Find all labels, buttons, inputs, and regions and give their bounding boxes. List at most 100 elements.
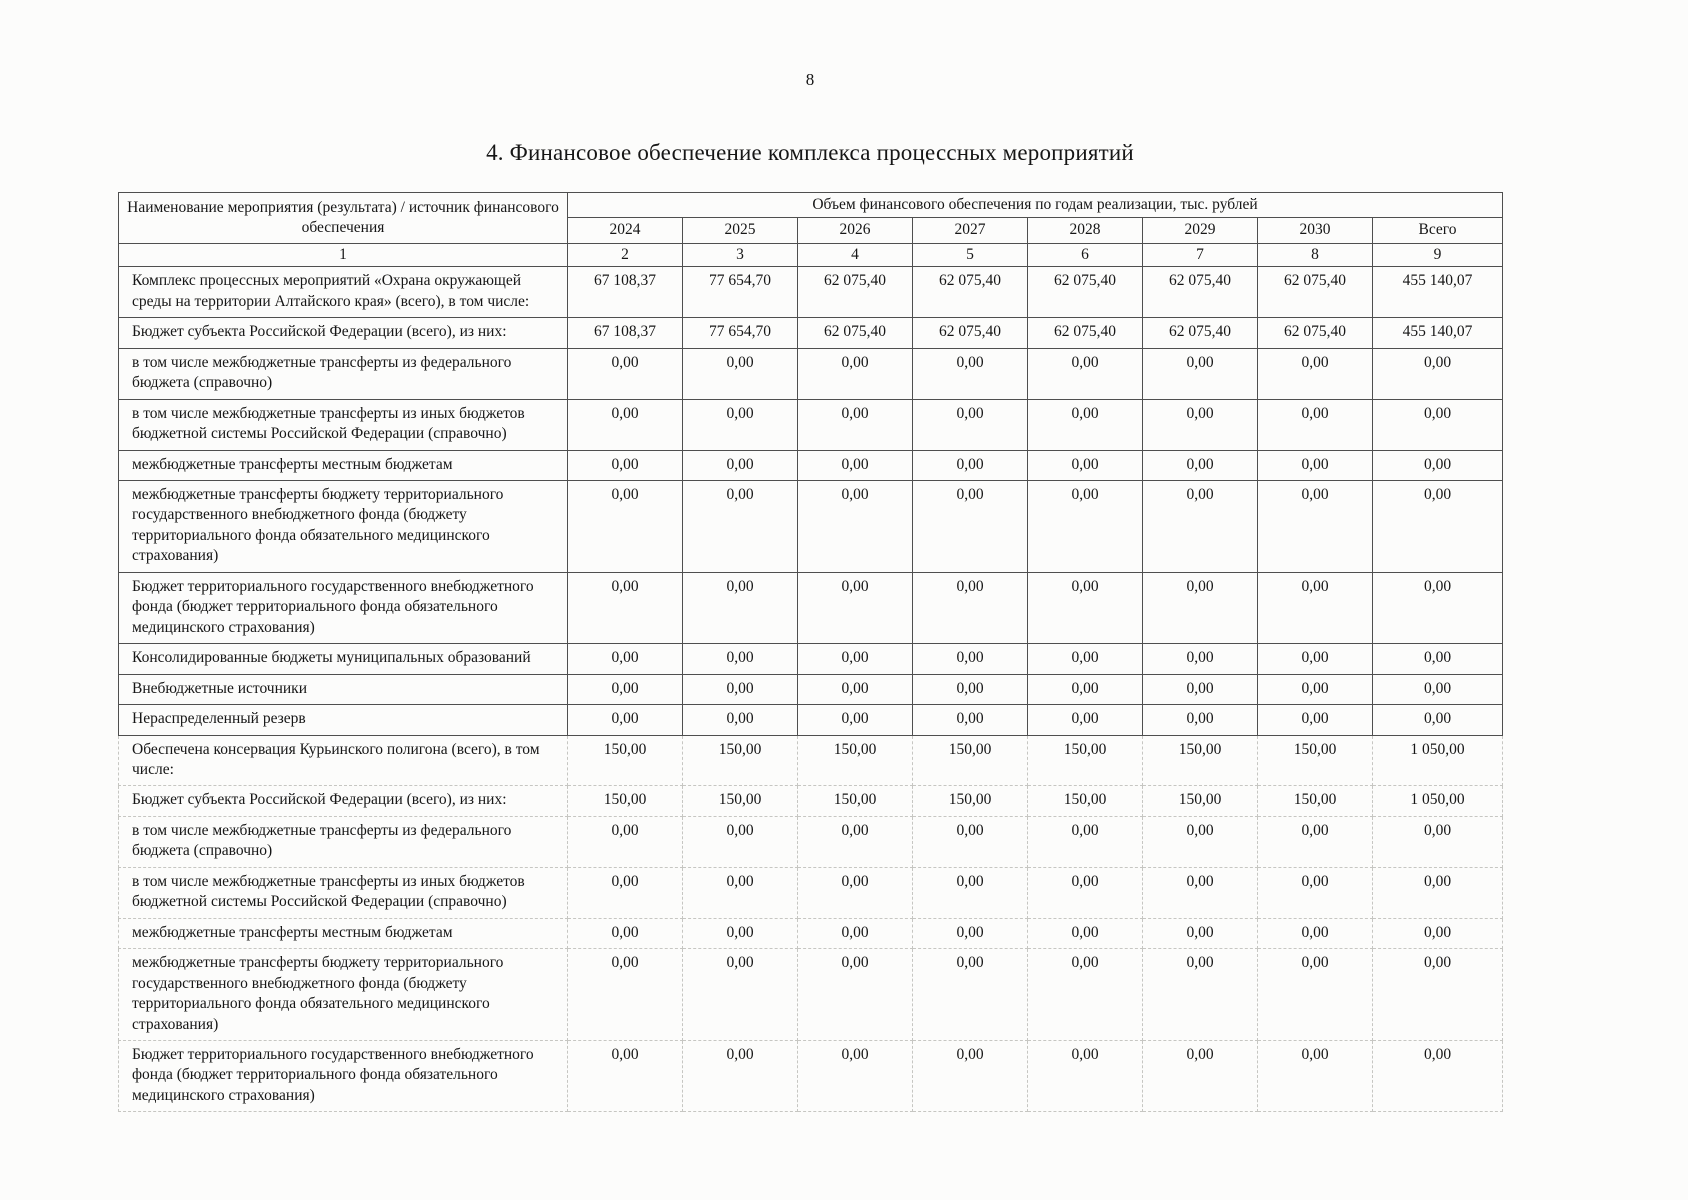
header-year-2025: 2025	[682, 217, 798, 244]
table-row: Внебюджетные источники 0,00 0,00 0,00 0,00 0,…	[118, 673, 1503, 706]
row-value: 0,00	[797, 917, 913, 950]
header-total-column: Всего	[1372, 217, 1503, 244]
table-row: Комплекс процессных мероприятий «Охрана …	[118, 266, 1503, 319]
row-value: 0,00	[1027, 643, 1143, 675]
row-value: 0,00	[912, 643, 1028, 675]
row-value: 0,00	[1372, 866, 1503, 919]
row-value: 0,00	[797, 704, 913, 736]
row-value: 0,00	[567, 571, 683, 645]
table-row: межбюджетные трансферты бюджету территор…	[118, 479, 1503, 573]
row-value: 0,00	[1142, 347, 1258, 400]
row-value: 0,00	[1257, 948, 1373, 1041]
table-row: в том числе межбюджетные трансферты из ф…	[118, 815, 1503, 868]
row-value: 0,00	[912, 866, 1028, 919]
row-label: Обеспечена консервация Курьинского полиг…	[118, 734, 568, 787]
row-value: 0,00	[1257, 398, 1373, 451]
row-value: 0,00	[1027, 866, 1143, 919]
header-index: 7	[1142, 242, 1258, 268]
row-value: 0,00	[682, 704, 798, 736]
row-value: 0,00	[1027, 398, 1143, 451]
row-value: 0,00	[912, 704, 1028, 736]
row-value: 0,00	[1257, 815, 1373, 868]
row-value: 0,00	[1257, 479, 1373, 573]
row-value: 62 075,40	[797, 266, 913, 319]
row-value: 0,00	[567, 704, 683, 736]
row-value: 0,00	[567, 673, 683, 706]
row-label: Консолидированные бюджеты муниципальных …	[118, 643, 568, 675]
row-value: 0,00	[1372, 479, 1503, 573]
document-page: 8 4. Финансовое обеспечение комплекса пр…	[118, 0, 1503, 1113]
row-value: 77 654,70	[682, 317, 798, 349]
header-row-top: Наименование мероприятия (результата) / …	[118, 191, 1503, 244]
row-value: 0,00	[682, 449, 798, 481]
row-value: 0,00	[1142, 815, 1258, 868]
row-value: 0,00	[797, 347, 913, 400]
row-value: 0,00	[1027, 571, 1143, 645]
table-row: в том числе межбюджетные трансферты из ф…	[118, 347, 1503, 400]
row-label: Комплекс процессных мероприятий «Охрана …	[118, 266, 568, 319]
row-value: 0,00	[1372, 643, 1503, 675]
row-value: 0,00	[912, 917, 1028, 950]
row-value: 0,00	[1027, 449, 1143, 481]
row-value: 0,00	[1257, 571, 1373, 645]
row-value: 0,00	[1027, 479, 1143, 573]
finance-table-body: Комплекс процессных мероприятий «Охрана …	[118, 266, 1503, 1113]
row-value: 0,00	[682, 815, 798, 868]
header-year-2024: 2024	[567, 217, 683, 244]
header-index: 2	[567, 242, 683, 268]
row-value: 0,00	[797, 866, 913, 919]
row-value: 0,00	[797, 673, 913, 706]
header-year-2028: 2028	[1027, 217, 1143, 244]
row-value: 150,00	[1027, 734, 1143, 787]
table-row: в том числе межбюджетные трансферты из и…	[118, 398, 1503, 451]
row-value: 67 108,37	[567, 317, 683, 349]
row-value: 0,00	[1372, 673, 1503, 706]
table-row: межбюджетные трансферты бюджету территор…	[118, 948, 1503, 1041]
row-value: 0,00	[797, 948, 913, 1041]
header-row-years: 2024 2025 2026 2027 2028 2029 2030 Всего	[119, 217, 1503, 244]
row-value: 0,00	[1372, 917, 1503, 950]
table-row: Бюджет субъекта Российской Федерации (вс…	[118, 785, 1503, 817]
row-value: 0,00	[1372, 704, 1503, 736]
row-value: 0,00	[1372, 398, 1503, 451]
row-value: 0,00	[1027, 347, 1143, 400]
row-value: 0,00	[682, 347, 798, 400]
row-label: Бюджет субъекта Российской Федерации (вс…	[118, 317, 568, 349]
table-row: Бюджет субъекта Российской Федерации (вс…	[118, 317, 1503, 349]
row-value: 0,00	[1142, 449, 1258, 481]
header-year-2030: 2030	[1257, 217, 1373, 244]
row-value: 0,00	[797, 449, 913, 481]
row-value: 62 075,40	[1027, 266, 1143, 319]
row-value: 0,00	[567, 1039, 683, 1113]
row-value: 0,00	[567, 449, 683, 481]
row-label: межбюджетные трансферты местным бюджетам	[118, 917, 568, 950]
row-value: 0,00	[797, 571, 913, 645]
row-label: Бюджет территориального государственного…	[118, 571, 568, 645]
row-label: в том числе межбюджетные трансферты из и…	[118, 398, 568, 451]
row-value: 77 654,70	[682, 266, 798, 319]
row-value: 0,00	[682, 398, 798, 451]
row-value: 62 075,40	[1257, 317, 1373, 349]
header-group-column: Объем финансового обеспечения по годам р…	[567, 191, 1503, 219]
row-value: 0,00	[1372, 948, 1503, 1041]
row-value: 0,00	[912, 948, 1028, 1041]
row-label: в том числе межбюджетные трансферты из ф…	[118, 347, 568, 400]
row-value: 0,00	[1142, 571, 1258, 645]
header-index: 6	[1027, 242, 1143, 268]
row-value: 0,00	[912, 347, 1028, 400]
row-value: 0,00	[797, 479, 913, 573]
row-value: 150,00	[1027, 785, 1143, 817]
row-value: 455 140,07	[1372, 317, 1503, 349]
row-value: 0,00	[912, 479, 1028, 573]
row-label: в том числе межбюджетные трансферты из и…	[118, 866, 568, 919]
row-value: 0,00	[1257, 866, 1373, 919]
header-index: 3	[682, 242, 798, 268]
row-value: 0,00	[797, 398, 913, 451]
row-value: 62 075,40	[912, 266, 1028, 319]
row-value: 150,00	[1257, 734, 1373, 787]
row-value: 0,00	[912, 815, 1028, 868]
row-value: 0,00	[567, 815, 683, 868]
table-row: Бюджет территориального государственного…	[118, 1039, 1503, 1113]
row-value: 1 050,00	[1372, 785, 1503, 817]
row-label: Бюджет субъекта Российской Федерации (вс…	[118, 785, 568, 817]
